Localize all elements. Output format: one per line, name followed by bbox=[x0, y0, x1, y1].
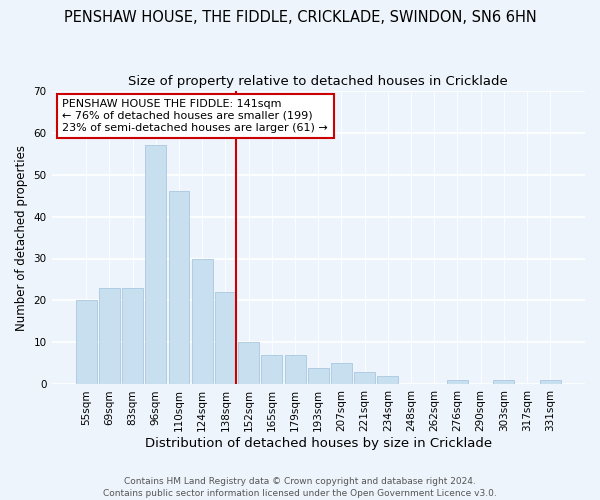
Bar bbox=[540, 380, 561, 384]
Bar bbox=[169, 192, 190, 384]
Title: Size of property relative to detached houses in Cricklade: Size of property relative to detached ho… bbox=[128, 75, 508, 88]
Bar bbox=[262, 355, 283, 384]
Bar bbox=[284, 355, 305, 384]
Bar bbox=[192, 258, 212, 384]
Bar bbox=[76, 300, 97, 384]
X-axis label: Distribution of detached houses by size in Cricklade: Distribution of detached houses by size … bbox=[145, 437, 492, 450]
Text: Contains HM Land Registry data © Crown copyright and database right 2024.
Contai: Contains HM Land Registry data © Crown c… bbox=[103, 476, 497, 498]
Bar bbox=[238, 342, 259, 384]
Bar bbox=[308, 368, 329, 384]
Bar bbox=[447, 380, 468, 384]
Bar bbox=[377, 376, 398, 384]
Bar bbox=[493, 380, 514, 384]
Y-axis label: Number of detached properties: Number of detached properties bbox=[15, 144, 28, 330]
Bar bbox=[122, 288, 143, 384]
Bar bbox=[331, 364, 352, 384]
Text: PENSHAW HOUSE, THE FIDDLE, CRICKLADE, SWINDON, SN6 6HN: PENSHAW HOUSE, THE FIDDLE, CRICKLADE, SW… bbox=[64, 10, 536, 25]
Bar bbox=[215, 292, 236, 384]
Bar bbox=[145, 145, 166, 384]
Bar bbox=[354, 372, 375, 384]
Bar bbox=[99, 288, 120, 384]
Text: PENSHAW HOUSE THE FIDDLE: 141sqm
← 76% of detached houses are smaller (199)
23% : PENSHAW HOUSE THE FIDDLE: 141sqm ← 76% o… bbox=[62, 100, 328, 132]
